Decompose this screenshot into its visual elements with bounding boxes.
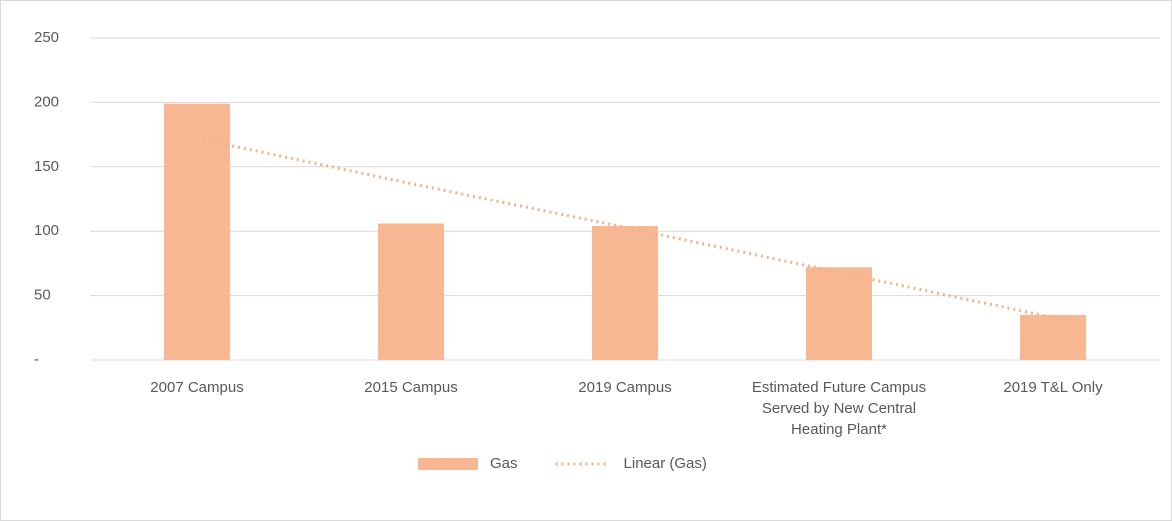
legend-swatch [418, 458, 478, 470]
x-tick-label: 2019 Campus [578, 379, 672, 396]
y-tick-label: 150 [34, 158, 59, 175]
legend-label: Gas [490, 455, 518, 472]
bar [164, 103, 230, 361]
x-tick-label: 2019 T&L Only [1003, 379, 1103, 396]
bar [806, 267, 872, 360]
y-tick-label: 50 [34, 287, 51, 304]
bar [378, 223, 444, 360]
bar [592, 226, 658, 360]
y-tick-label: 250 [34, 29, 59, 46]
bar [1020, 314, 1086, 360]
legend-label: Linear (Gas) [624, 455, 707, 472]
y-tick-label: - [34, 351, 39, 368]
x-tick-label: Estimated Future Campus Served by New Ce… [751, 379, 927, 438]
y-tick-label: 100 [34, 222, 59, 239]
x-tick-label: 2007 Campus [150, 379, 244, 396]
trend-line [196, 136, 1054, 319]
y-tick-label: 200 [34, 93, 59, 110]
x-tick-label: 2015 Campus [364, 379, 458, 396]
